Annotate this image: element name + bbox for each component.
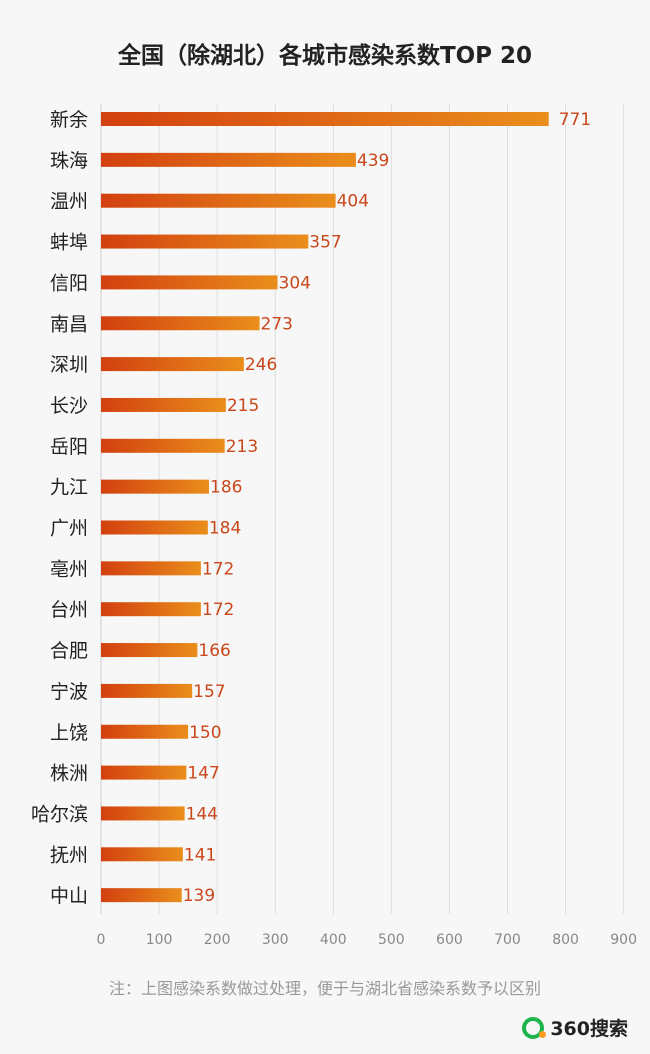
x-tick-label: 300 bbox=[262, 932, 289, 948]
value-label: 150 bbox=[189, 723, 221, 743]
category-label: 上饶 bbox=[50, 722, 88, 744]
value-label: 166 bbox=[198, 641, 230, 661]
value-label: 139 bbox=[183, 886, 215, 906]
bar bbox=[101, 152, 356, 167]
category-label: 宁波 bbox=[50, 681, 88, 703]
value-label: 213 bbox=[226, 437, 258, 457]
category-label: 中山 bbox=[50, 885, 88, 907]
x-tick-label: 0 bbox=[97, 932, 106, 948]
x-tick-label: 800 bbox=[552, 932, 579, 948]
brand-name: 360搜索 bbox=[550, 1018, 628, 1040]
value-label: 157 bbox=[193, 682, 225, 702]
value-label: 771 bbox=[559, 110, 591, 130]
bar-chart: 新余 771 珠海 439 温州 404 蚌埠 357 信阳 304 南昌 273 深圳 246 长沙 215… bbox=[31, 104, 637, 948]
bar bbox=[101, 806, 185, 821]
value-label: 141 bbox=[184, 845, 216, 865]
category-label: 株洲 bbox=[50, 763, 88, 785]
bar bbox=[101, 234, 309, 249]
bar bbox=[101, 765, 187, 780]
search-logo-icon bbox=[522, 1016, 547, 1039]
chart-title: 全国（除湖北）各城市感染系数TOP 20 bbox=[117, 43, 533, 69]
value-label: 144 bbox=[186, 804, 218, 824]
value-label: 304 bbox=[279, 273, 311, 293]
bar bbox=[101, 438, 225, 453]
value-label: 246 bbox=[245, 355, 277, 375]
category-label: 珠海 bbox=[50, 150, 88, 172]
category-label: 岳阳 bbox=[50, 436, 88, 458]
x-tick-label: 100 bbox=[146, 932, 173, 948]
x-tick-label: 700 bbox=[494, 932, 521, 948]
value-label: 172 bbox=[202, 600, 234, 620]
value-label: 273 bbox=[261, 314, 293, 334]
bar bbox=[101, 479, 210, 494]
bar bbox=[101, 683, 193, 698]
bar bbox=[101, 275, 278, 290]
value-label: 147 bbox=[187, 764, 219, 784]
category-label: 广州 bbox=[50, 518, 88, 540]
category-label: 蚌埠 bbox=[50, 232, 88, 254]
x-tick-label: 600 bbox=[436, 932, 463, 948]
category-label: 深圳 bbox=[50, 354, 88, 376]
value-label: 184 bbox=[209, 519, 241, 539]
category-label: 哈尔滨 bbox=[31, 803, 88, 825]
brand-logo-group: 360搜索 bbox=[522, 1014, 628, 1041]
footnote: 注：上图感染系数做过处理，便于与湖北省感染系数予以区别 bbox=[108, 979, 541, 998]
category-label: 九江 bbox=[50, 477, 88, 499]
value-label: 439 bbox=[357, 151, 389, 171]
bar bbox=[101, 888, 182, 903]
bar bbox=[101, 724, 189, 739]
category-label: 长沙 bbox=[50, 395, 88, 417]
bar bbox=[101, 847, 183, 862]
bar bbox=[101, 520, 208, 535]
bar bbox=[101, 397, 226, 412]
category-label: 温州 bbox=[50, 191, 88, 213]
value-label: 186 bbox=[210, 478, 242, 498]
category-label: 合肥 bbox=[50, 640, 88, 662]
bar bbox=[101, 112, 549, 126]
category-label: 台州 bbox=[50, 599, 88, 621]
x-tick-label: 500 bbox=[378, 932, 405, 948]
value-label: 215 bbox=[227, 396, 259, 416]
category-label: 新余 bbox=[50, 109, 88, 131]
value-label: 357 bbox=[309, 233, 341, 253]
value-label: 172 bbox=[202, 559, 234, 579]
category-label: 亳州 bbox=[50, 558, 88, 580]
bar bbox=[101, 316, 260, 331]
bar bbox=[101, 561, 201, 576]
x-tick-label: 200 bbox=[204, 932, 231, 948]
value-label: 404 bbox=[337, 192, 369, 212]
bar bbox=[101, 643, 198, 658]
bar bbox=[101, 193, 336, 208]
bar bbox=[101, 602, 201, 617]
category-label: 南昌 bbox=[50, 313, 88, 335]
category-label: 抚州 bbox=[50, 844, 88, 866]
category-label: 信阳 bbox=[50, 272, 88, 294]
x-tick-label: 400 bbox=[320, 932, 347, 948]
bar bbox=[101, 357, 244, 372]
x-tick-label: 900 bbox=[610, 932, 637, 948]
